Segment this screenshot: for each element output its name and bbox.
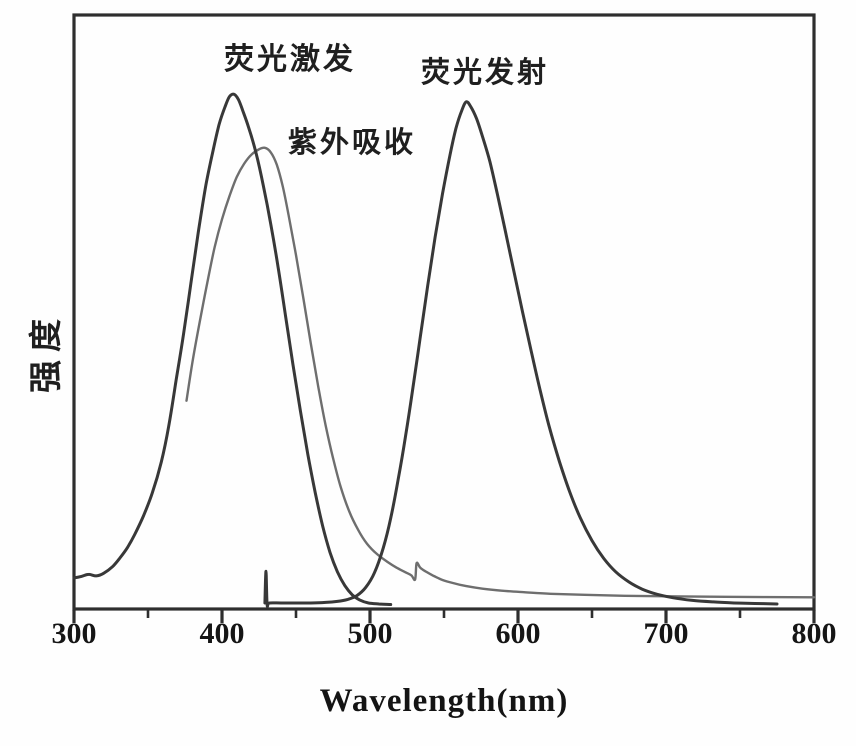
plot-frame xyxy=(72,13,816,611)
x-tick-label-700: 700 xyxy=(643,617,689,650)
uv-absorption-curve xyxy=(185,146,816,599)
x-tick-label-300: 300 xyxy=(51,617,97,650)
x-axis-label: Wavelength(nm) xyxy=(319,683,569,719)
y-axis-label: 强度 xyxy=(27,311,64,393)
emission-curve-label: 荧光发射 xyxy=(421,57,550,89)
absorption-curve-label: 紫外吸收 xyxy=(288,127,417,159)
x-tick-label-800: 800 xyxy=(791,617,837,650)
fluorescence-emission-curve xyxy=(263,100,779,609)
fluorescence-excitation-curve xyxy=(72,92,393,606)
excitation-curve-label: 荧光激发 xyxy=(224,43,356,76)
x-tick-label-500: 500 xyxy=(347,617,393,650)
x-tick-label-600: 600 xyxy=(495,617,541,650)
x-tick-label-400: 400 xyxy=(199,617,245,650)
